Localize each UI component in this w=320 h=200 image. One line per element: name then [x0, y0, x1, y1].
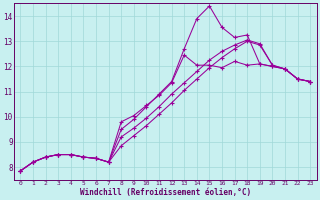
X-axis label: Windchill (Refroidissement éolien,°C): Windchill (Refroidissement éolien,°C) [80, 188, 251, 197]
